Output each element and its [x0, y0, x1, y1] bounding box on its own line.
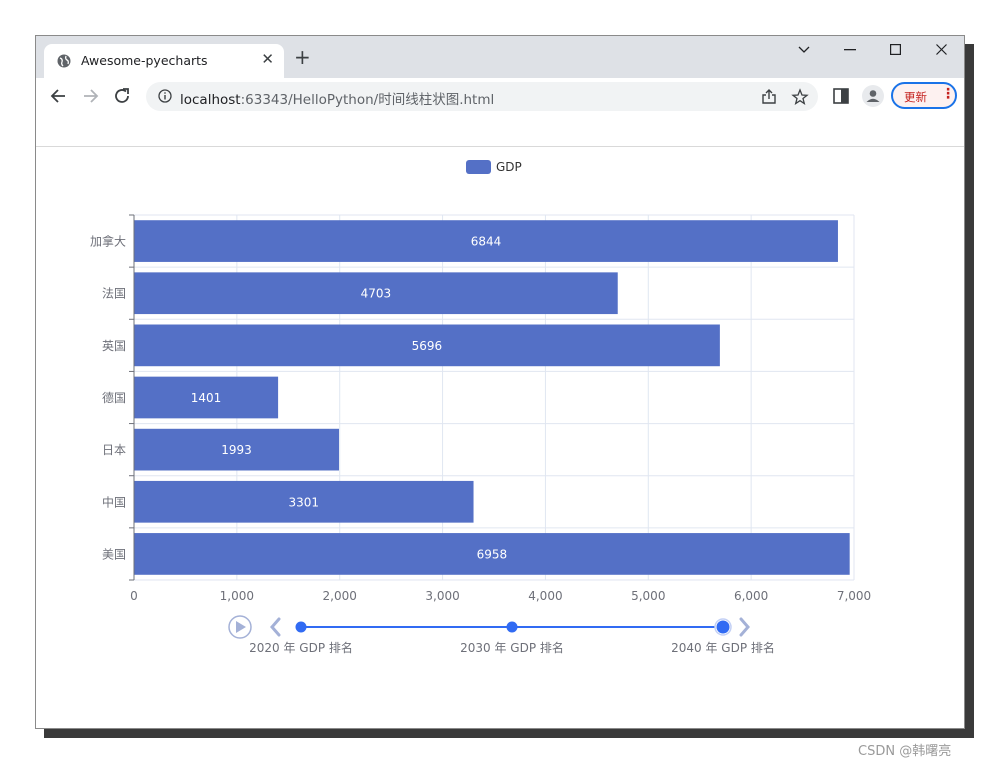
bar-value-label: 4703 [361, 287, 392, 301]
update-label: 更新 [904, 90, 927, 104]
x-tick-label: 5,000 [631, 589, 665, 603]
x-tick-label: 3,000 [425, 589, 459, 603]
bar[interactable] [134, 220, 838, 262]
y-category-label: 美国 [102, 547, 126, 561]
close-window-icon[interactable] [936, 44, 947, 55]
bar-value-label: 5696 [412, 339, 443, 353]
star-icon[interactable] [791, 88, 809, 106]
timeline-label[interactable]: 2020 年 GDP 排名 [249, 640, 353, 655]
bar-value-label: 6844 [471, 235, 502, 249]
profile-icon[interactable] [862, 85, 884, 107]
y-category-label: 中国 [102, 494, 126, 509]
timeline-control[interactable]: 2020 年 GDP 排名 2030 年 GDP 排名 2040 年 GDP 排名 [228, 615, 775, 655]
chart-legend[interactable]: GDP [466, 160, 522, 174]
tab-search-chevron-icon[interactable] [798, 46, 810, 54]
bar[interactable] [134, 480, 474, 523]
bar[interactable] [134, 376, 279, 419]
play-button[interactable] [228, 615, 252, 639]
chart-bars: 6958 3301 1993 1401 5696 4703 6844 [134, 220, 850, 575]
url-text[interactable]: localhost:63343/HelloPython/时间线柱状图.html [180, 88, 494, 108]
back-button[interactable] [49, 86, 69, 106]
browser-window: Awesome-pyecharts ✕ + [35, 35, 965, 729]
x-tick-label: 6,000 [734, 589, 768, 603]
timeline-point[interactable] [295, 621, 307, 633]
tab-bar: Awesome-pyecharts ✕ + [36, 36, 964, 78]
y-category-label: 法国 [102, 287, 126, 301]
bar[interactable] [134, 324, 720, 367]
play-icon [236, 621, 246, 633]
browser-toolbar: localhost:63343/HelloPython/时间线柱状图.html … [36, 78, 964, 116]
y-category-label: 日本 [102, 443, 126, 457]
bar-value-label: 6958 [477, 547, 508, 561]
reload-button[interactable] [112, 86, 132, 106]
x-tick-label: 4,000 [528, 589, 562, 603]
address-bar[interactable]: localhost:63343/HelloPython/时间线柱状图.html [146, 82, 818, 111]
maximize-icon[interactable] [890, 44, 901, 55]
x-tick-label: 1,000 [220, 589, 254, 603]
chart-axes: 0 1,000 2,000 3,000 4,000 5,000 6,000 7,000 美国 中国… [90, 214, 871, 603]
y-category-label: 加拿大 [90, 234, 126, 249]
info-icon[interactable] [158, 89, 172, 103]
minimize-icon[interactable] [844, 49, 856, 51]
url-path: :63343/HelloPython/时间线柱状图.html [240, 92, 495, 108]
globe-icon [57, 54, 71, 68]
bar-value-label: 3301 [288, 495, 319, 509]
timeline-label[interactable]: 2030 年 GDP 排名 [460, 640, 564, 655]
more-menu-icon[interactable]: ⋮ [941, 86, 955, 102]
bar[interactable] [134, 533, 850, 575]
timeline-current-point[interactable] [716, 620, 730, 634]
url-host: localhost [180, 92, 241, 108]
timeline-prev-icon[interactable] [270, 617, 281, 637]
gdp-bar-chart: GDP 6958 3301 1993 1401 5696 4703 6844 0 1,000 2… [90, 160, 871, 655]
toolbar-divider [36, 146, 964, 147]
y-category-label: 英国 [102, 339, 126, 353]
bar[interactable] [134, 272, 618, 315]
new-tab-button[interactable]: + [294, 45, 311, 69]
x-tick-label: 7,000 [837, 589, 871, 603]
bar-value-label: 1401 [191, 391, 222, 405]
bar[interactable] [134, 428, 339, 471]
y-category-label: 德国 [102, 390, 126, 405]
legend-label[interactable]: GDP [496, 160, 522, 174]
timeline-label[interactable]: 2040 年 GDP 排名 [671, 640, 775, 655]
x-tick-label: 0 [130, 589, 138, 603]
close-tab-icon[interactable]: ✕ [261, 50, 274, 68]
timeline-point[interactable] [506, 621, 518, 633]
forward-button[interactable] [80, 86, 100, 106]
x-tick-label: 2,000 [323, 589, 357, 603]
timeline-next-icon[interactable] [739, 617, 750, 637]
tab-title: Awesome-pyecharts [81, 53, 208, 68]
watermark: CSDN @韩曙亮 [858, 744, 952, 759]
update-button[interactable]: 更新 ⋮ [891, 82, 957, 109]
tab-active[interactable]: Awesome-pyecharts ✕ [44, 44, 284, 78]
side-panel-icon[interactable] [832, 87, 850, 105]
bar-value-label: 1993 [221, 443, 252, 457]
legend-swatch[interactable] [466, 160, 491, 174]
share-icon[interactable] [760, 88, 778, 106]
